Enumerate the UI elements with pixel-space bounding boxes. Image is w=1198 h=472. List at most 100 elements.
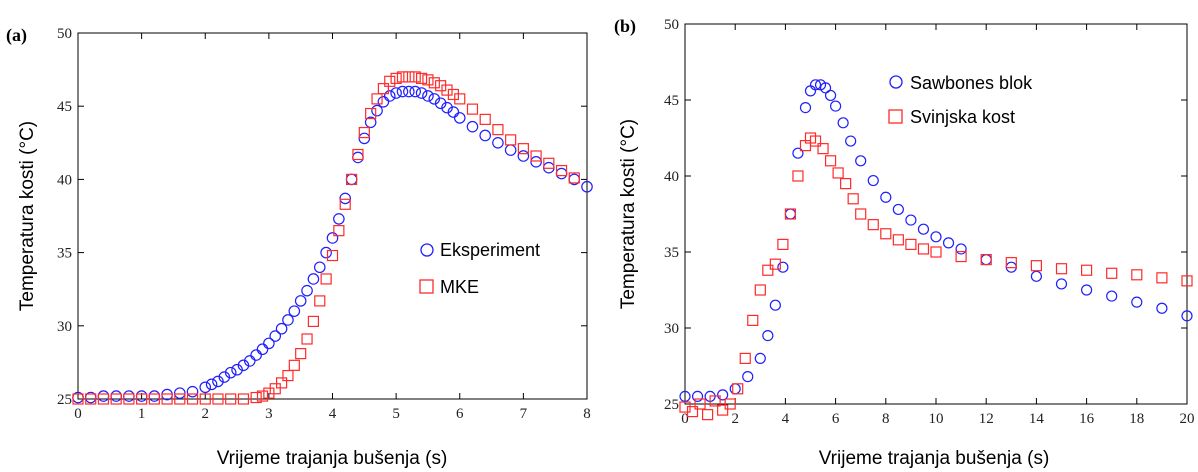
legend-a: Eksperiment MKE (419, 240, 540, 297)
y-tick-label: 35 (57, 246, 72, 262)
point-sawbones-blok (754, 352, 766, 364)
point-svinjska-kost (747, 314, 759, 326)
point-mke (454, 93, 466, 105)
point-mke (256, 390, 269, 402)
point-mke (543, 157, 555, 169)
point-eksperiment (390, 87, 402, 99)
point-svinjska-kost (832, 167, 844, 179)
x-tick-label: 10 (929, 411, 944, 427)
point-mke (225, 393, 237, 405)
point-sawbones-blok (892, 203, 904, 216)
point-eksperiment (123, 390, 135, 402)
y-tick-label: 30 (664, 321, 679, 337)
point-svinjska-kost (892, 234, 904, 246)
point-eksperiment (282, 314, 294, 326)
point-svinjska-kost (880, 228, 892, 240)
point-sawbones-blok (809, 79, 822, 91)
point-eksperiment (263, 337, 275, 350)
point-mke (161, 393, 173, 405)
x-tick-label: 14 (1029, 411, 1045, 427)
point-eksperiment (333, 213, 345, 225)
point-eksperiment (377, 96, 390, 108)
point-sawbones-blok (917, 223, 930, 235)
point-mke (415, 72, 428, 84)
point-sawbones-blok (824, 89, 837, 102)
point-mke (263, 387, 275, 399)
point-eksperiment (555, 167, 568, 180)
panel-label-a: (a) (6, 25, 27, 46)
point-svinjska-kost (905, 238, 917, 250)
x-tick-label: 18 (1129, 411, 1144, 427)
point-eksperiment (352, 151, 364, 164)
point-mke (479, 113, 491, 125)
point-svinjska-kost (867, 219, 879, 231)
point-mke (384, 75, 396, 87)
point-mke (326, 249, 339, 262)
point-mke (199, 393, 211, 405)
point-mke (250, 391, 262, 404)
point-svinjska-kost (724, 398, 736, 410)
point-eksperiment (371, 104, 383, 117)
y-tick-label: 35 (664, 245, 679, 261)
point-sawbones-blok (905, 214, 917, 226)
point-svinjska-kost (917, 243, 930, 255)
point-eksperiment (345, 173, 358, 186)
point-sawbones-blok (1156, 302, 1168, 314)
point-svinjska-kost (840, 178, 852, 190)
point-sawbones-blok (792, 147, 804, 159)
point-sawbones-blok (799, 101, 812, 114)
panel-b: 25 30 35 40 45 50 0 2 4 6 8 10 12 14 16 18 20 (b) Vrije… (614, 16, 1195, 469)
point-sawbones-blok (1055, 278, 1068, 290)
point-eksperiment (339, 192, 352, 205)
x-tick-label: 16 (1079, 411, 1095, 427)
point-svinjska-kost (855, 208, 867, 220)
point-eksperiment (441, 101, 453, 114)
point-mke (237, 393, 250, 405)
point-mke (492, 124, 504, 136)
point-svinjska-kost (1030, 260, 1043, 272)
x-tick-label: 4 (782, 411, 790, 427)
panel-label-b: (b) (614, 16, 636, 37)
point-svinjska-kost (709, 395, 721, 407)
legend-label-mke: MKE (440, 277, 479, 297)
point-mke (345, 173, 358, 185)
point-mke (447, 88, 459, 101)
point-mke (422, 74, 434, 86)
point-mke (530, 150, 542, 162)
point-mke (97, 393, 110, 405)
point-mke (377, 83, 389, 95)
x-tick-label: 0 (681, 411, 689, 427)
point-mke (568, 172, 580, 184)
x-tick-label: 4 (329, 406, 337, 422)
y-tick-label: 50 (57, 26, 72, 42)
plot-frame-a (77, 32, 588, 400)
point-sawbones-blok (1030, 270, 1043, 282)
point-eksperiment (186, 385, 199, 398)
point-sawbones-blok (867, 174, 879, 187)
point-sawbones-blok (762, 330, 774, 342)
point-mke (358, 126, 370, 139)
point-mke (301, 333, 313, 345)
point-svinjska-kost (754, 284, 766, 296)
point-sawbones-blok (942, 237, 955, 249)
point-sawbones-blok (829, 100, 842, 112)
markers-a (72, 71, 593, 405)
point-svinjska-kost (732, 383, 744, 395)
point-mke (72, 393, 84, 405)
point-eksperiment (148, 390, 161, 402)
point-eksperiment (307, 273, 320, 285)
point-sawbones-blok (819, 82, 832, 94)
point-mke (333, 225, 345, 237)
point-svinjska-kost (792, 170, 804, 182)
y-ticks-a: 25 30 35 40 45 50 (57, 26, 587, 408)
point-sawbones-blok (777, 261, 789, 273)
point-sawbones-blok (784, 208, 797, 220)
point-mke (85, 393, 97, 405)
point-sawbones-blok (804, 85, 817, 97)
point-eksperiment (110, 390, 122, 402)
point-sawbones-blok (1080, 284, 1093, 296)
legend-marker-mke (419, 279, 434, 294)
point-mke (295, 348, 307, 360)
point-svinjska-kost (686, 406, 699, 418)
